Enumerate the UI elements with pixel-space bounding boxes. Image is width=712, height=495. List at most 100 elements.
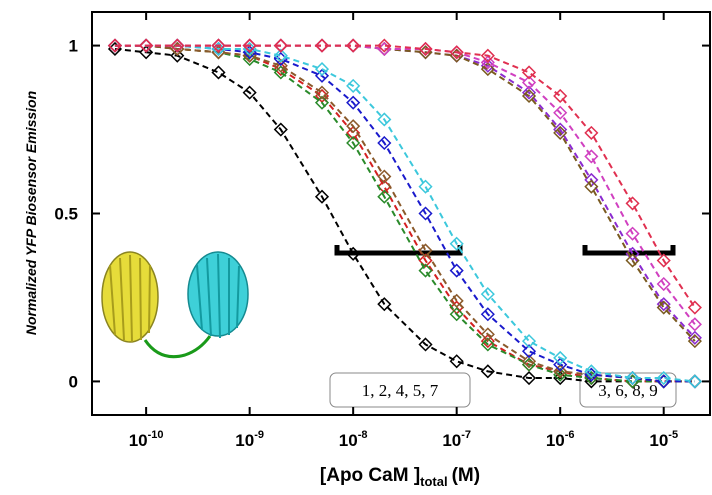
data-point (687, 317, 702, 332)
data-point (377, 297, 392, 312)
data-point (687, 334, 702, 349)
data-point (273, 38, 288, 53)
data-point (584, 179, 599, 194)
x-tick-label: 10-9 (235, 429, 264, 450)
data-point (553, 364, 568, 379)
x-axis-label-subscript: total (420, 474, 447, 489)
data-point (449, 293, 464, 308)
data-point (418, 41, 433, 57)
annotation-box (579, 372, 677, 408)
data-point (377, 38, 392, 53)
data-point (521, 75, 537, 90)
x-tick-label: 10-6 (546, 429, 575, 450)
data-point (314, 62, 330, 77)
data-point (418, 243, 433, 258)
fit-line (114, 44, 696, 342)
annotation: 1, 2, 4, 5, 7 (362, 381, 439, 400)
data-point (584, 125, 599, 140)
fit-line (114, 44, 695, 383)
data-point (170, 38, 185, 53)
fit-line (114, 44, 695, 383)
data-point (418, 337, 433, 352)
fit-line (114, 44, 695, 383)
data-point (170, 48, 185, 63)
bracket (334, 245, 463, 256)
y-tick-label: 0.5 (54, 205, 78, 224)
data-point (449, 307, 464, 322)
data-point (449, 45, 464, 60)
data-point (377, 135, 392, 151)
data-point (553, 105, 568, 120)
x-tick-base: 10 (235, 431, 254, 450)
x-tick-exponent: -7 (461, 429, 471, 441)
data-point (553, 122, 568, 137)
data-point (521, 85, 537, 100)
data-point (242, 85, 257, 100)
protein-illustration (101, 251, 249, 359)
data-point (625, 226, 640, 241)
y-axis-label: Normalized YFP Biosensor Emission (23, 91, 39, 335)
x-tick-base: 10 (442, 431, 461, 450)
data-point (656, 370, 671, 386)
fit-line (114, 44, 696, 325)
data-point (480, 327, 495, 342)
data-point (211, 38, 226, 53)
x-tick-base: 10 (546, 431, 565, 450)
x-tick-exponent: -5 (668, 429, 678, 441)
x-tick-label: 10-7 (442, 429, 471, 450)
data-point (314, 85, 330, 100)
data-point (346, 135, 361, 151)
data-point (139, 45, 154, 60)
x-tick-exponent: -6 (565, 429, 575, 441)
y-tick-label: 1 (69, 37, 78, 56)
data-point (625, 370, 640, 386)
x-tick-exponent: -8 (358, 429, 368, 441)
data-point (346, 38, 361, 53)
data-point (521, 344, 537, 359)
data-point (687, 374, 702, 389)
data-point (584, 149, 599, 164)
data-point (346, 95, 361, 110)
x-tick-base: 10 (649, 431, 668, 450)
data-point (656, 253, 671, 268)
data-point (480, 287, 495, 302)
data-point (656, 300, 671, 315)
data-point (377, 112, 392, 127)
data-point (480, 364, 495, 379)
data-point (521, 370, 537, 386)
data-point (377, 189, 392, 204)
data-point (273, 48, 288, 63)
data-point (553, 357, 568, 372)
data-point (625, 196, 640, 211)
x-tick-label: 10-10 (129, 429, 164, 450)
data-point (418, 263, 433, 278)
data-point (480, 337, 495, 352)
annotation: 3, 6, 8, 9 (598, 381, 658, 400)
data-point (656, 276, 671, 292)
fit-line (114, 44, 695, 383)
data-point (346, 125, 361, 140)
x-tick-exponent: -10 (148, 429, 164, 441)
x-tick-label: 10-8 (339, 429, 368, 450)
annotation-box (329, 372, 471, 408)
x-tick-exponent: -9 (254, 429, 264, 441)
data-point (584, 364, 599, 379)
data-point (449, 236, 464, 251)
data-point (211, 65, 226, 80)
data-point (625, 253, 640, 268)
x-axis-label-main: [Apo CaM ] (320, 465, 420, 486)
data-point (553, 88, 568, 104)
data-point (687, 300, 702, 315)
x-tick-label: 10-5 (649, 429, 678, 450)
fit-line (114, 44, 696, 309)
data-point (107, 38, 123, 53)
y-tick-label: 0 (69, 372, 78, 391)
data-point (480, 48, 495, 63)
data-point (480, 62, 495, 77)
x-axis-label: [Apo CaM ]total (M) (320, 465, 480, 489)
data-point (521, 65, 537, 80)
data-point (273, 65, 288, 80)
data-point (314, 68, 330, 83)
data-point (553, 125, 568, 140)
